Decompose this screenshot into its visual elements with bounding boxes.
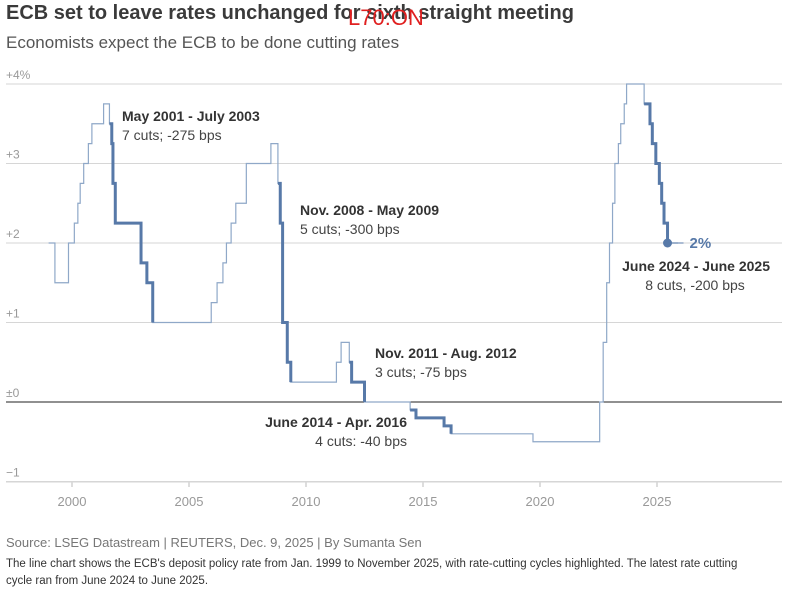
latest-value-label: 2% <box>690 235 712 252</box>
annotation-title: Nov. 2011 - Aug. 2012 <box>375 345 517 361</box>
x-axis-labels: 2000 2005 2010 2015 2020 2025 <box>6 481 782 509</box>
highlight-cycle-line <box>277 181 293 383</box>
latest-point <box>663 238 673 248</box>
y-tick-label: +1 <box>6 307 20 321</box>
highlighted-cycles <box>109 102 684 434</box>
annotation-title: June 2024 - June 2025 <box>622 258 770 274</box>
chart-subtitle: Economists expect the ECB to be done cut… <box>6 33 400 52</box>
chart-title: ECB set to leave rates unchanged for six… <box>6 2 574 24</box>
annotation-detail: 7 cuts; -275 bps <box>122 127 222 143</box>
x-tick-label: 2015 <box>409 494 438 509</box>
x-tick-label: 2020 <box>526 494 555 509</box>
annotation-detail: 5 cuts; -300 bps <box>300 221 400 237</box>
source-line: Source: LSEG Datastream | REUTERS, Dec. … <box>6 535 422 550</box>
y-axis-labels: +4% +3 +2 +1 ±0 −1 <box>6 68 31 480</box>
x-tick-label: 2010 <box>292 494 321 509</box>
annotation-title: Nov. 2008 - May 2009 <box>300 202 439 218</box>
highlight-cycle-line <box>644 102 670 243</box>
highlight-cycle-line <box>410 408 453 434</box>
highlight-cycle-line <box>109 122 155 323</box>
annotation-title: May 2001 - July 2003 <box>122 108 260 124</box>
caption-text: The line chart shows the ECB's deposit p… <box>6 558 738 587</box>
y-tick-label: +2 <box>6 227 20 241</box>
annotation-title: June 2014 - Apr. 2016 <box>265 414 407 430</box>
x-tick-label: 2025 <box>643 494 672 509</box>
y-tick-label: −1 <box>6 466 20 480</box>
line-chart: +4% +3 +2 +1 ±0 −1 2000 2005 2010 2015 2020 2025 2… <box>6 68 782 509</box>
annotation-detail: 3 cuts; -75 bps <box>375 364 467 380</box>
annotations: May 2001 - July 2003 7 cuts; -275 bps Nov.… <box>122 108 770 449</box>
y-tick-label: +4% <box>6 68 31 82</box>
y-tick-label: ±0 <box>6 386 20 400</box>
y-tick-label: +3 <box>6 148 20 162</box>
highlight-cycle-line <box>349 360 366 402</box>
annotation-detail: 4 cuts: -40 bps <box>315 433 407 449</box>
x-tick-label: 2000 <box>58 494 87 509</box>
overlay-text: L70:ON <box>348 5 424 30</box>
annotation-detail: 8 cuts, -200 bps <box>645 277 745 293</box>
x-tick-label: 2005 <box>175 494 204 509</box>
